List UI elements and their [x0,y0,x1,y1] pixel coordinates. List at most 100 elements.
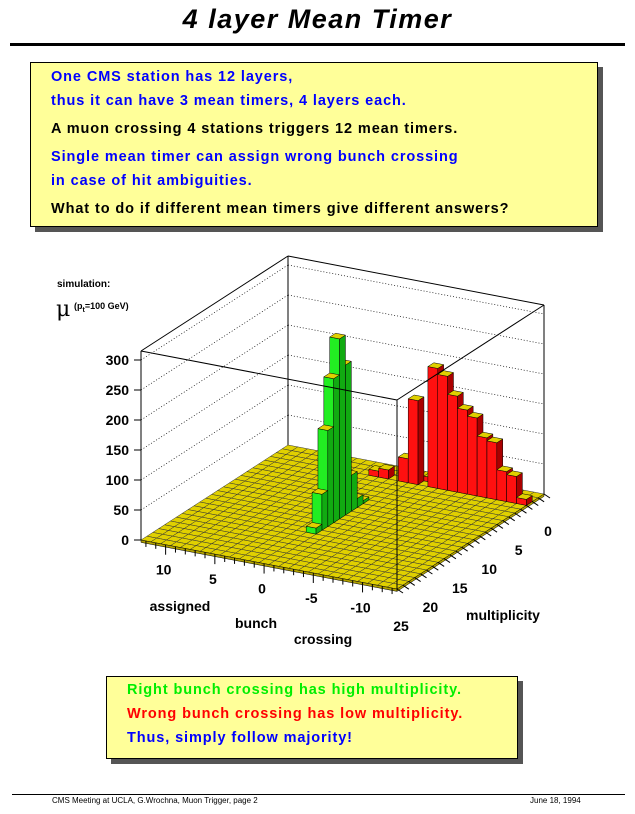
box-edge [140,350,398,401]
bar-front-face [398,456,409,484]
z-tick-label: 250 [106,382,130,398]
y-tick-label: 0 [544,523,552,539]
y-tick [520,508,527,514]
x-tick-label: 10 [156,562,172,578]
bar-top-face [466,412,484,419]
y-tick-label: 10 [481,561,497,577]
z-tick-label: 300 [106,352,130,368]
text-line: What to do if different mean timers give… [51,201,510,217]
bar-top-face [317,424,335,431]
bar-side-face [417,396,425,486]
x-tick-label: 0 [258,581,266,597]
bar-top-face [378,464,396,471]
y-tick [526,504,533,510]
y-tick [467,542,474,548]
bar-front-face [496,469,507,502]
bar-front-face [427,366,438,489]
annotation-energy: (pt=100 GeV) [74,301,129,314]
y-tick [479,535,486,541]
y-tick [443,558,451,564]
y-tick [543,493,551,499]
title-divider [10,43,625,46]
y-tick [508,516,515,522]
box-edge [287,255,545,306]
y-tick-label: 5 [515,542,523,558]
x-tick-label: -10 [350,599,370,615]
bar-top-face [446,390,464,397]
annotation-simulation: simulation: [57,279,110,290]
x-axis-label-crossing: crossing [294,631,352,647]
y-tick [437,561,445,567]
z-tick-label: 150 [106,442,130,458]
bar-top-face [311,488,329,495]
footer-left: CMS Meeting at UCLA, G.Wrochna, Muon Tri… [52,796,258,805]
text-line: Thus, simply follow majority! [127,730,353,746]
bar-front-face [447,394,458,493]
y-tick [414,577,421,583]
bar-side-face [327,426,334,527]
bar-top-face [407,394,425,401]
z-tick-label: 50 [113,502,129,518]
bar-front-face [486,440,498,501]
intro-text-box: One CMS station has 12 layers, thus it ca… [30,62,598,227]
y-tick-label: 20 [423,599,439,615]
gridline [140,264,289,361]
text-line: thus it can have 3 mean timers, 4 layers… [51,93,407,109]
y-tick [402,584,410,590]
bar-top-face [476,431,494,439]
gridline [287,324,545,375]
bar-wrong [407,394,425,486]
gridline [140,354,289,451]
x-axis-label-assigned: assigned [150,598,211,614]
x-tick-label: 5 [209,571,217,587]
y-axis-label: multiplicity [466,607,540,623]
gridline [140,294,289,391]
bar-side-face [333,374,340,524]
conclusion-text-box: Right bunch crossing has high multiplici… [106,676,518,759]
slide-title: 4 layer Mean Timer [182,4,453,34]
y-tick [473,539,480,545]
bar-front-face [437,374,448,491]
bar-wrong [378,464,396,480]
bar-side-face [345,360,352,516]
text-line: Wrong bunch crossing has low multiplicit… [127,706,464,722]
bar-side-face [339,334,346,520]
bar-front-face [467,415,478,497]
y-tick [490,527,498,533]
y-tick [396,588,404,594]
text-line: One CMS station has 12 layers, [51,69,294,85]
bar-top-face [515,493,533,500]
y-tick [432,565,439,571]
y-tick-label: 25 [393,618,409,634]
box-edge [140,255,289,352]
y-tick [449,554,457,560]
y-tick [484,531,492,537]
y-tick [502,520,510,526]
z-tick-label: 0 [121,532,129,548]
gridline [140,324,289,421]
bar-top-face [427,362,445,369]
bar-top-face [437,370,455,377]
box-edge [396,304,545,401]
bar-correct [305,522,323,535]
gridline [287,264,545,315]
footer-date: June 18, 1994 [530,796,581,805]
bar-side-face [351,471,358,512]
bar-side-face [321,490,329,531]
z-tick-label: 100 [106,472,130,488]
bar-top-face [506,470,524,477]
bar-top-face [323,372,341,379]
bar-front-face [407,398,419,485]
y-tick [514,512,521,518]
bar-top-face [305,522,323,529]
x-tick-label: -5 [305,590,318,606]
annotation-mu: μ [56,297,70,322]
y-tick [408,580,416,586]
bar-front-face [457,407,468,495]
y-tick [531,501,539,507]
text-line: A muon crossing 4 stations triggers 12 m… [51,121,459,137]
footer-divider [12,794,625,795]
y-tick [420,573,427,579]
x-axis-label-bunch: bunch [235,615,277,631]
